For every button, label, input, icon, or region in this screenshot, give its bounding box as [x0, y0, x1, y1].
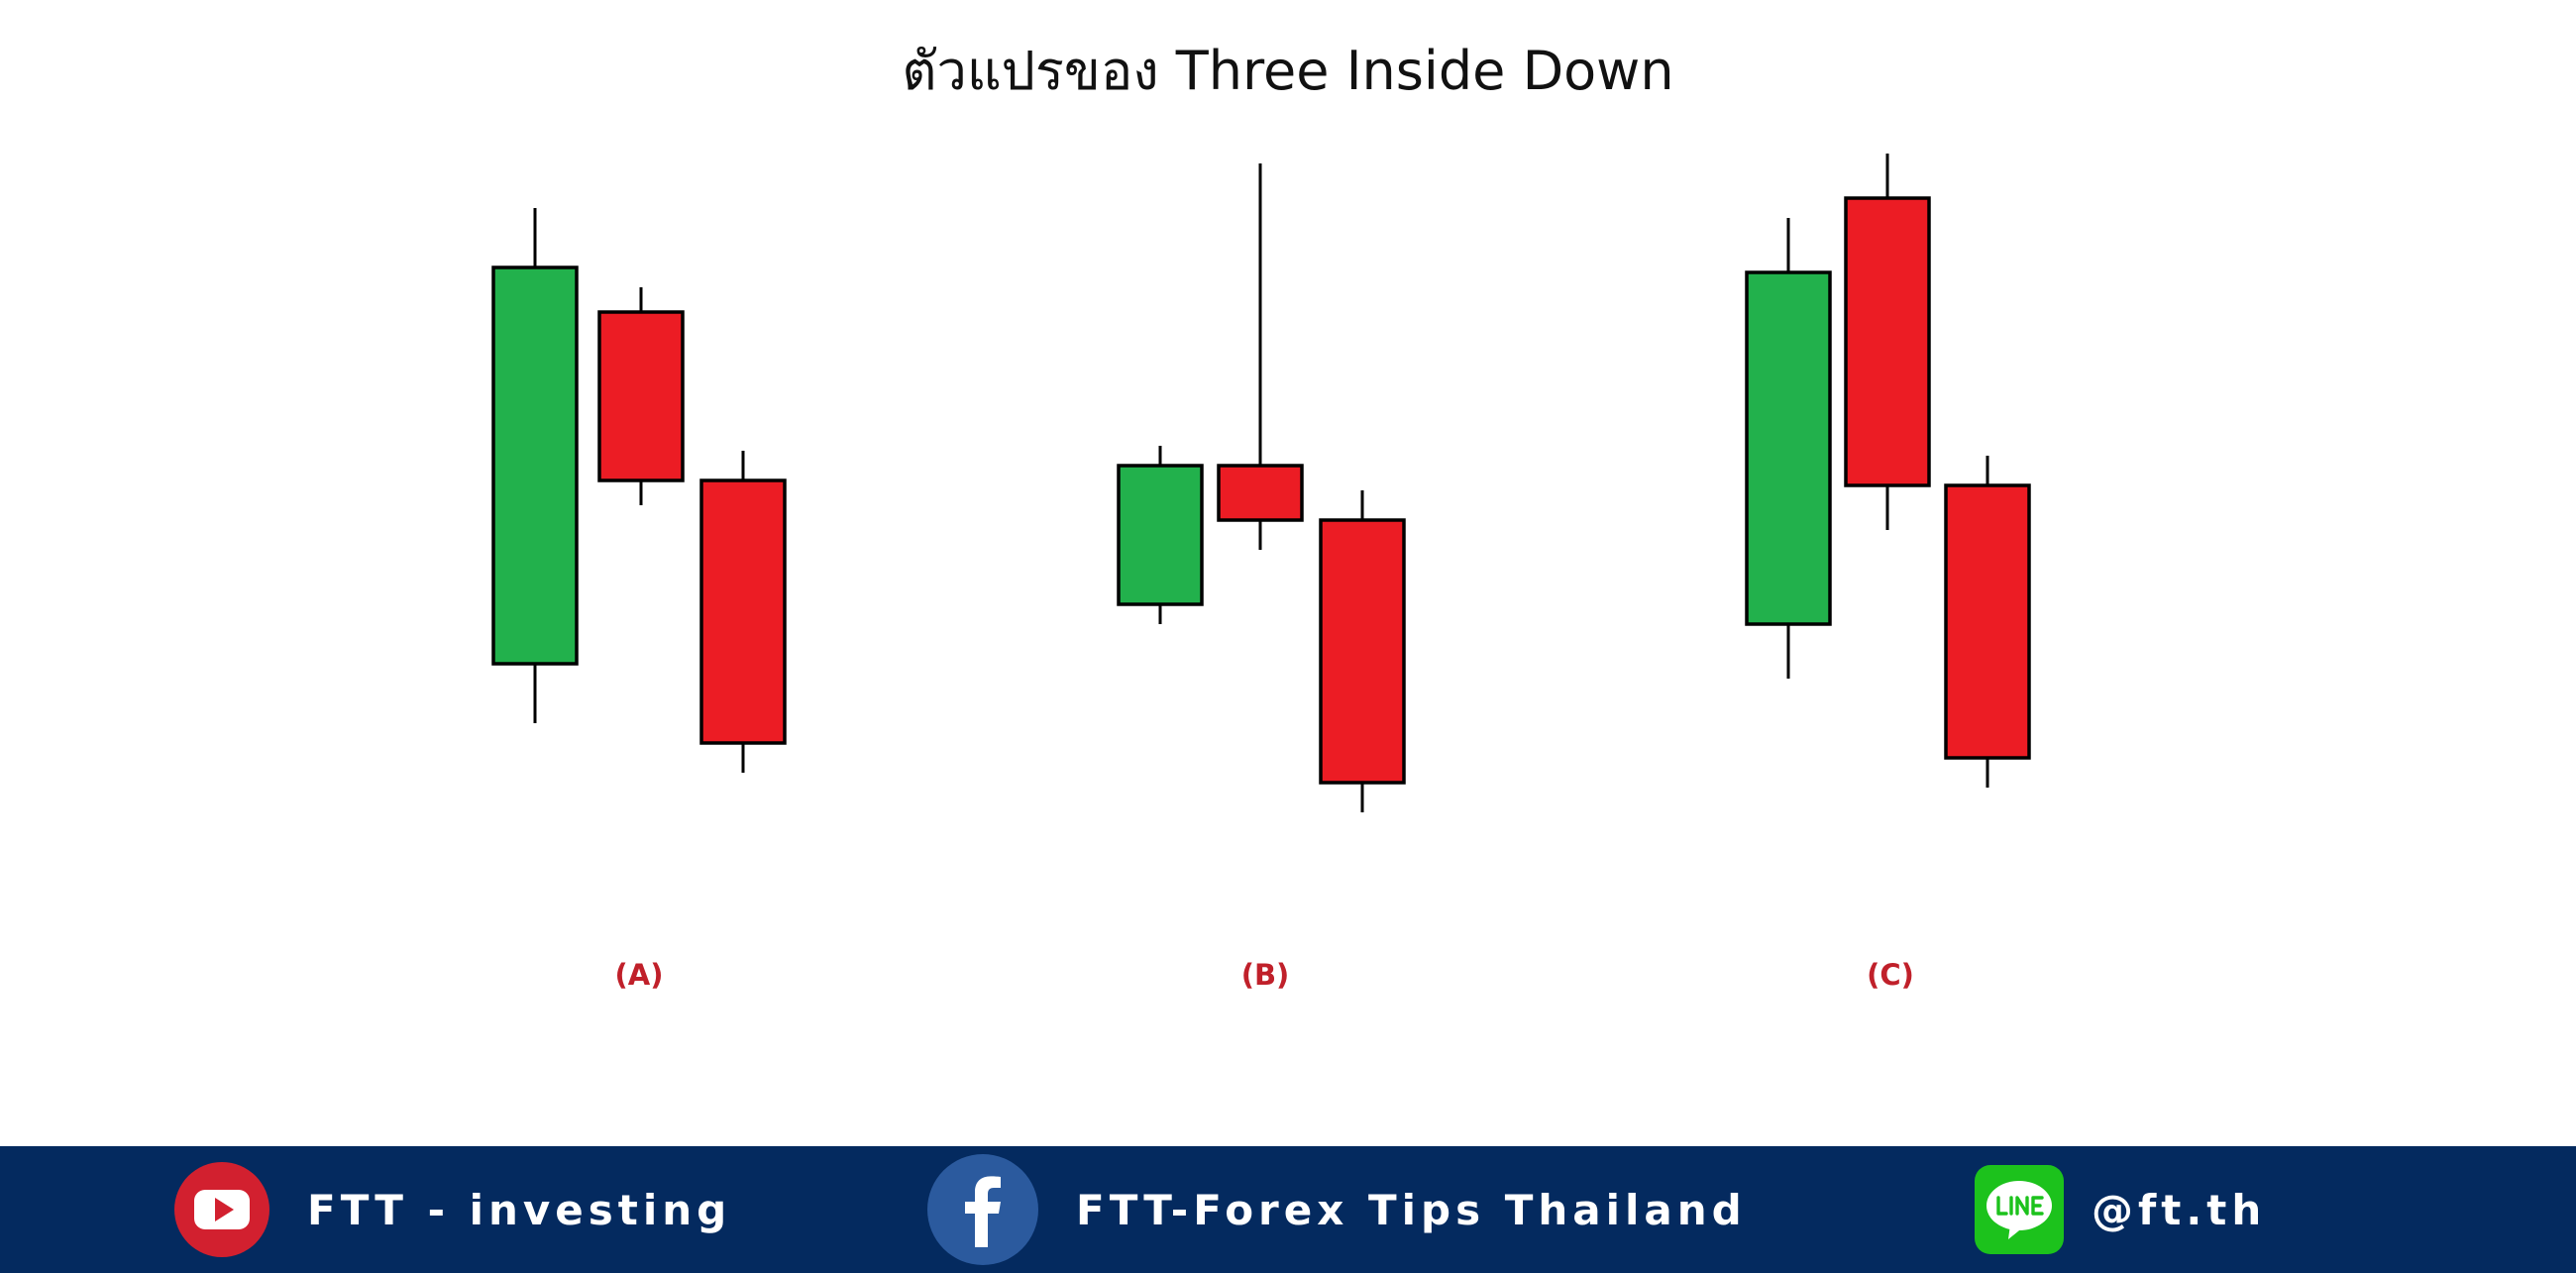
facebook-link[interactable]: FTT-Forex Tips Thailand: [927, 1146, 1747, 1273]
candle-body-bearish: [1944, 483, 2031, 760]
candle-group-b: (B): [1117, 163, 1406, 992]
candlestick-chart: (A) (B) (C): [491, 154, 2031, 992]
group-label: (A): [615, 958, 664, 992]
youtube-icon: [174, 1162, 269, 1257]
candle-body-bullish: [1745, 270, 1832, 626]
candle-body-bullish: [491, 265, 579, 666]
group-label: (B): [1241, 958, 1290, 992]
page-title: ตัวแปรของ Three Inside Down: [902, 40, 1674, 102]
youtube-label: FTT - investing: [307, 1185, 732, 1234]
candle-body-bullish: [1117, 464, 1204, 606]
candle-body-bearish: [597, 310, 685, 482]
facebook-icon: [927, 1154, 1038, 1265]
candle-group-a: (A): [491, 208, 787, 992]
social-footer: FTT - investing FTT-Forex Tips Thailand …: [0, 1146, 2576, 1273]
facebook-label: FTT-Forex Tips Thailand: [1076, 1185, 1747, 1234]
candle-body-bearish: [1319, 518, 1406, 785]
youtube-link[interactable]: FTT - investing: [174, 1146, 731, 1273]
line-link[interactable]: @ft.th: [1975, 1146, 2266, 1273]
line-icon: [1975, 1165, 2064, 1254]
candle-body-bearish: [1217, 464, 1304, 522]
candle-body-bearish: [1844, 196, 1931, 487]
line-label: @ft.th: [2092, 1185, 2267, 1234]
candle-body-bearish: [699, 478, 787, 745]
candle-group-c: (C): [1745, 154, 2031, 992]
group-label: (C): [1867, 958, 1914, 992]
